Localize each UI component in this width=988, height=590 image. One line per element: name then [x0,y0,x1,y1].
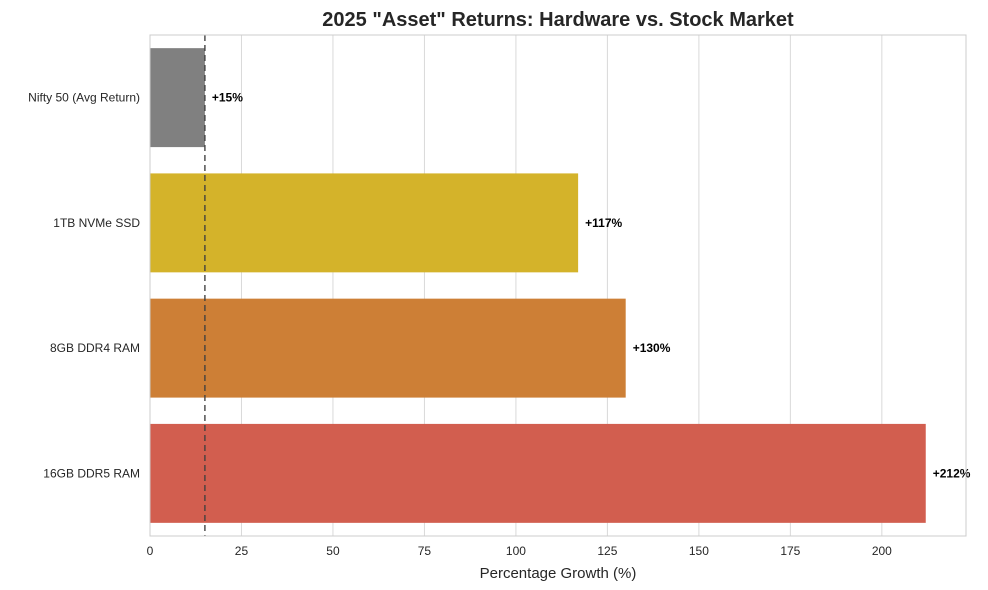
x-tick-label: 150 [689,544,709,558]
y-category-label: Nifty 50 (Avg Return) [28,91,140,105]
x-tick-label: 0 [147,544,154,558]
bar-value-label: +15% [212,91,243,105]
x-tick-label: 100 [506,544,526,558]
bar [150,423,926,523]
bars [150,48,926,523]
bar [150,48,205,148]
x-tick-label: 175 [780,544,800,558]
bar-value-label: +117% [585,216,622,230]
chart-title: 2025 "Asset" Returns: Hardware vs. Stock… [322,9,794,31]
x-tick-label: 200 [872,544,892,558]
x-tick-label: 25 [235,544,249,558]
x-axis-ticks: 0 25 50 75 100 125 150 175 200 [147,544,893,558]
y-category-label: 8GB DDR4 RAM [50,341,140,355]
x-tick-label: 50 [326,544,340,558]
y-category-label: 16GB DDR5 RAM [43,466,140,480]
bar [150,298,626,398]
x-tick-label: 75 [418,544,432,558]
bar-value-label: +212% [933,466,971,480]
bar-value-label: +130% [633,341,671,355]
x-axis-title: Percentage Growth (%) [480,565,637,582]
y-category-label: 1TB NVMe SSD [53,216,140,230]
plot-frame [149,34,967,537]
bar-labels: +15% +117% +130% +212% [212,91,971,481]
x-tick-label: 125 [597,544,617,558]
bar [150,173,579,273]
y-axis-categories: Nifty 50 (Avg Return) 1TB NVMe SSD 8GB DDR… [28,91,140,481]
